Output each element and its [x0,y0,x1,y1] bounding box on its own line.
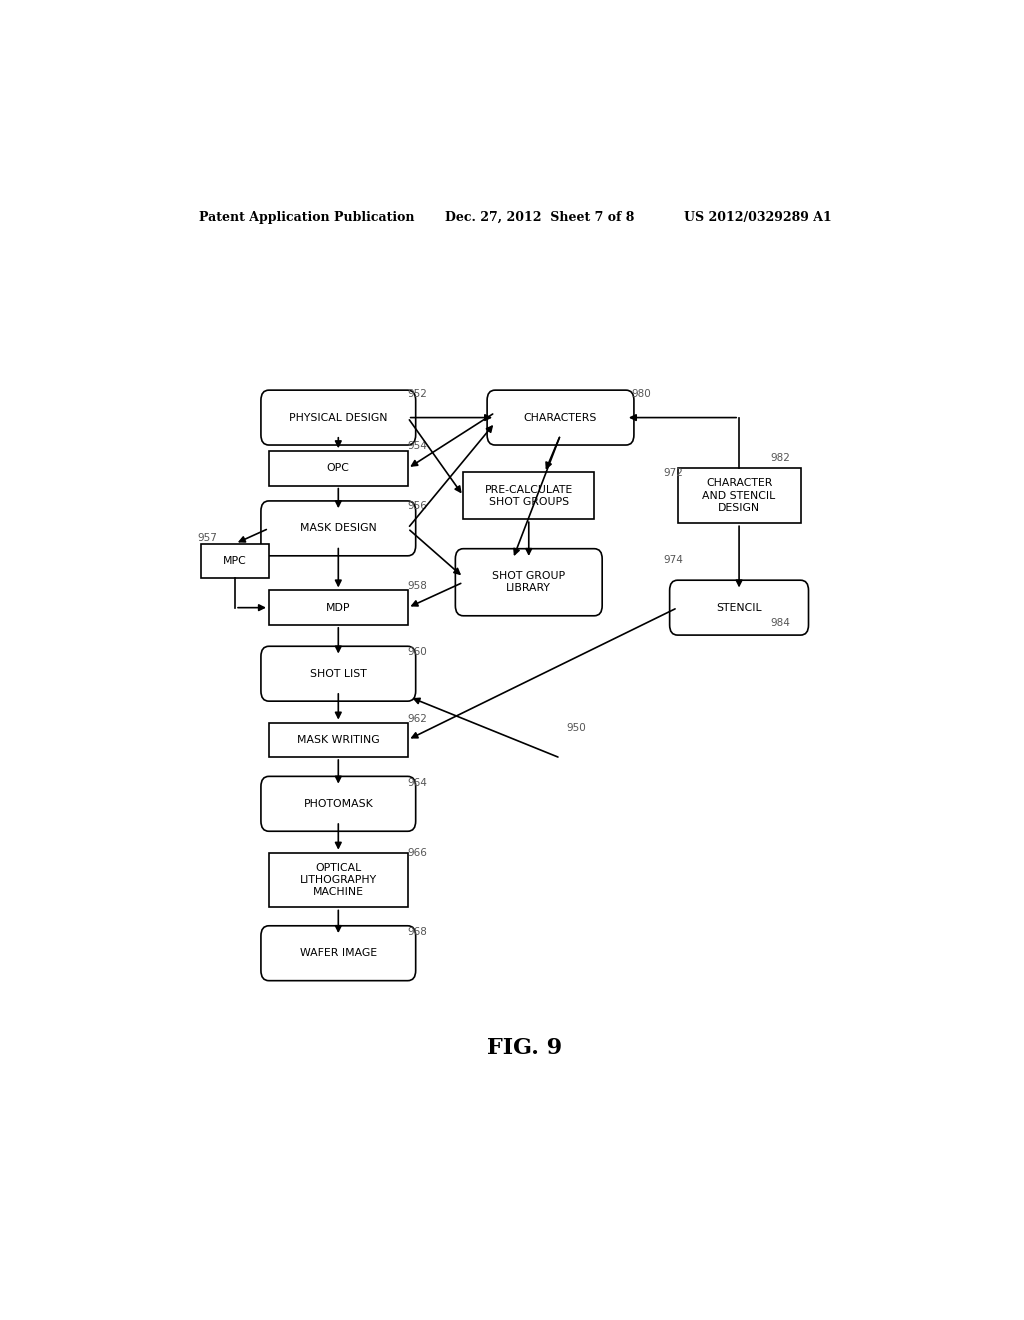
Text: WAFER IMAGE: WAFER IMAGE [300,948,377,958]
Text: MASK DESIGN: MASK DESIGN [300,523,377,533]
Text: 974: 974 [663,554,683,565]
FancyBboxPatch shape [269,722,408,758]
Text: SHOT GROUP
LIBRARY: SHOT GROUP LIBRARY [493,572,565,594]
Text: Dec. 27, 2012  Sheet 7 of 8: Dec. 27, 2012 Sheet 7 of 8 [445,211,635,224]
Text: 958: 958 [408,581,427,591]
Text: OPTICAL
LITHOGRAPHY
MACHINE: OPTICAL LITHOGRAPHY MACHINE [300,863,377,898]
Text: 954: 954 [408,441,427,451]
FancyBboxPatch shape [678,469,801,523]
FancyBboxPatch shape [269,590,408,624]
FancyBboxPatch shape [269,451,408,486]
FancyBboxPatch shape [456,549,602,616]
Text: MASK WRITING: MASK WRITING [297,735,380,744]
FancyBboxPatch shape [261,925,416,981]
FancyBboxPatch shape [487,391,634,445]
Text: CHARACTERS: CHARACTERS [524,413,597,422]
Text: 956: 956 [408,502,427,511]
Text: 950: 950 [566,722,586,733]
FancyBboxPatch shape [261,500,416,556]
Text: US 2012/0329289 A1: US 2012/0329289 A1 [684,211,831,224]
Text: STENCIL: STENCIL [716,603,762,612]
Text: 972: 972 [663,467,683,478]
Text: 984: 984 [771,618,791,628]
Text: 980: 980 [631,389,651,399]
Text: FIG. 9: FIG. 9 [487,1036,562,1059]
Text: CHARACTER
AND STENCIL
DESIGN: CHARACTER AND STENCIL DESIGN [702,478,776,513]
Text: SHOT LIST: SHOT LIST [310,669,367,678]
Text: PRE-CALCULATE
SHOT GROUPS: PRE-CALCULATE SHOT GROUPS [484,484,572,507]
Text: MPC: MPC [223,556,247,566]
Text: 957: 957 [198,532,218,543]
Text: 982: 982 [771,453,791,463]
Text: OPC: OPC [327,463,350,474]
Text: 968: 968 [408,927,427,937]
Text: 952: 952 [408,389,427,399]
FancyBboxPatch shape [670,581,809,635]
Text: MDP: MDP [326,603,350,612]
FancyBboxPatch shape [261,391,416,445]
Text: 964: 964 [408,777,427,788]
Text: PHYSICAL DESIGN: PHYSICAL DESIGN [289,413,387,422]
FancyBboxPatch shape [261,647,416,701]
Text: PHOTOMASK: PHOTOMASK [303,799,373,809]
Text: 962: 962 [408,714,427,723]
FancyBboxPatch shape [202,544,269,578]
FancyBboxPatch shape [261,776,416,832]
Text: 966: 966 [408,847,427,858]
Text: 960: 960 [408,647,427,657]
FancyBboxPatch shape [463,473,594,519]
Text: Patent Application Publication: Patent Application Publication [200,211,415,224]
FancyBboxPatch shape [269,853,408,907]
